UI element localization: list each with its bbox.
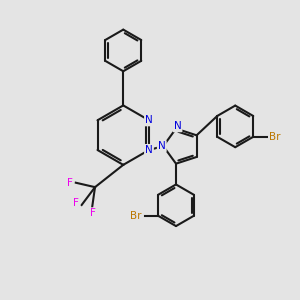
Text: N: N xyxy=(174,121,182,131)
Text: N: N xyxy=(145,145,153,155)
Text: F: F xyxy=(74,199,79,208)
Text: Br: Br xyxy=(130,211,141,221)
Text: F: F xyxy=(90,208,96,218)
Text: N: N xyxy=(158,141,166,151)
Text: Br: Br xyxy=(269,132,281,142)
Text: N: N xyxy=(145,115,153,125)
Text: F: F xyxy=(68,178,73,188)
